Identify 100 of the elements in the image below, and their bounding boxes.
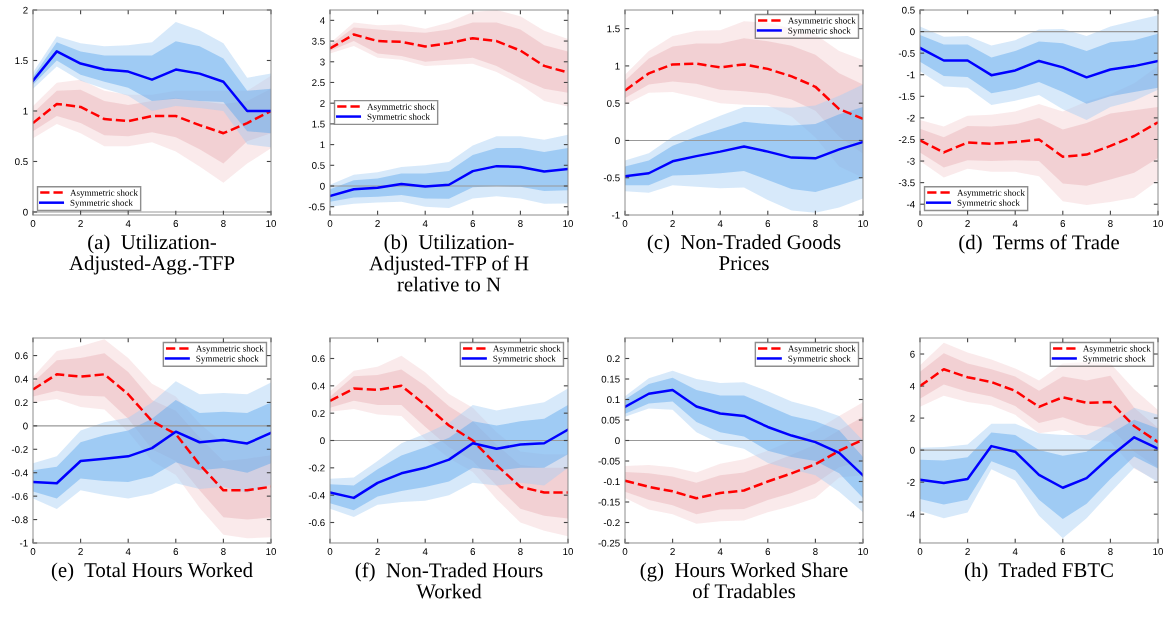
legend-label: Symmetric shock [957,199,1020,208]
y-tick-label: 0.4 [15,375,28,383]
x-tick-label: 6 [173,220,179,227]
y-tick-label: -4 [906,201,915,208]
x-tick-label: 8 [813,220,818,227]
line-series [625,140,863,178]
x-axis-title: (b) Utilization- Adjusted-TFP of H relative to N [369,234,529,292]
x-axis-title: (d) Terms of Trade [959,234,1119,254]
y-tick-label: 0.6 [15,352,28,360]
line-series [330,33,568,74]
y-tick-label: 0 [910,28,915,36]
y-tick-label: 0.15 [601,375,620,383]
line-series [920,46,1158,79]
line-series [33,102,271,135]
x-tick-label: 8 [1108,220,1113,227]
x-tick-label: 10 [858,220,869,227]
y-tick-label: 2 [320,99,325,107]
y-tick-label: 3.5 [312,37,325,45]
x-tick-label: 0 [917,548,923,555]
y-tick-label: 0.5 [607,99,620,107]
y-tick-label: -0.2 [11,446,28,453]
legend-label: Asymmetric shock [787,17,856,26]
y-tick-label: 0.2 [312,409,325,417]
x-tick-label: 4 [125,220,131,227]
x-tick-label: 10 [266,548,277,555]
y-tick-label: -4 [906,511,915,518]
y-tick-label: 0.2 [15,399,28,407]
y-tick-label: 0.5 [15,158,28,166]
y-tick-label: -3 [906,157,915,165]
y-tick-label: 1 [23,107,28,115]
y-tick-label: 0 [615,137,620,145]
x-tick-label: 10 [1153,548,1164,555]
y-tick-label: -0.4 [11,469,28,477]
y-tick-label: -0.15 [598,498,620,506]
y-tick-label: 3 [320,58,325,66]
x-tick-label: 2 [965,548,970,555]
x-tick-label: 2 [670,220,675,227]
y-tick-label: -1 [19,539,28,547]
x-tick-label: 0 [622,548,628,555]
x-tick-label: 2 [78,220,83,227]
legend-label: Symmetric shock [367,113,430,122]
y-tick-label: 0.5 [312,162,325,169]
x-tick-label: 4 [422,220,428,227]
y-tick-label: 0 [23,208,28,216]
x-tick-label: 0 [30,220,36,227]
y-tick-label: 0.1 [607,396,620,404]
y-tick-label: -2.5 [898,136,915,144]
y-tick-label: -0.6 [308,519,325,527]
x-tick-label: 0 [30,548,36,555]
y-tick-label: -0.5 [308,203,325,211]
x-axis-title: (e) Total Hours Worked [51,562,253,582]
line-series [625,62,863,121]
legend-label: Symmetric shock [196,355,259,364]
x-tick-label: 6 [470,220,476,227]
y-tick-label: 2 [23,6,28,14]
y-tick-label: 0 [320,437,325,445]
x-axis-title: (h) Traded FBTC [964,562,1113,582]
x-axis-title: (c) Non-Traded Goods Prices [647,234,841,271]
y-tick-label: 0.2 [607,355,620,363]
line-series [33,50,271,113]
legend-label: Asymmetric shock [367,103,435,112]
legend-label: Asymmetric shock [1082,345,1151,354]
y-tick-label: 4 [909,382,915,390]
line-series [33,430,271,485]
x-tick-label: 10 [858,548,869,555]
y-tick-label: 0.4 [312,382,325,390]
x-tick-label: 2 [670,548,675,555]
legend-label: Asymmetric shock [492,345,561,354]
x-tick-label: 8 [518,220,523,227]
y-tick-label: -0.8 [11,516,28,524]
x-tick-label: 0 [327,548,333,555]
y-tick-label: 0.5 [902,6,915,14]
x-tick-label: 10 [1153,220,1164,227]
line-series [330,164,568,198]
x-tick-label: 2 [78,548,83,555]
x-tick-label: 6 [173,548,179,555]
x-tick-label: 6 [765,220,771,227]
legend-label: Asymmetric shock [787,345,856,354]
legend-label: Asymmetric shock [195,345,264,354]
y-tick-label: -0.05 [598,457,620,465]
legend-label: Symmetric shock [70,199,133,208]
y-tick-label: 0 [615,437,620,445]
line-series [920,120,1158,158]
x-tick-label: 4 [717,220,723,227]
y-tick-label: 0 [910,446,915,454]
x-tick-label: 6 [1060,548,1066,555]
legend-label: Symmetric shock [788,355,851,364]
y-tick-label: 1.5 [312,120,325,128]
y-tick-label: -0.5 [603,174,620,182]
y-tick-label: -0.1 [603,478,620,486]
y-tick-label: -0.2 [603,519,620,527]
x-tick-label: 4 [422,548,428,555]
x-tick-label: 2 [965,220,970,227]
x-tick-label: 6 [1060,220,1066,227]
y-tick-label: -0.6 [11,492,28,500]
y-tick-label: 6 [910,350,915,358]
x-tick-label: 0 [917,220,923,227]
x-tick-label: 4 [1012,220,1018,227]
x-tick-label: 10 [563,548,574,555]
y-tick-label: 1.5 [607,25,620,33]
